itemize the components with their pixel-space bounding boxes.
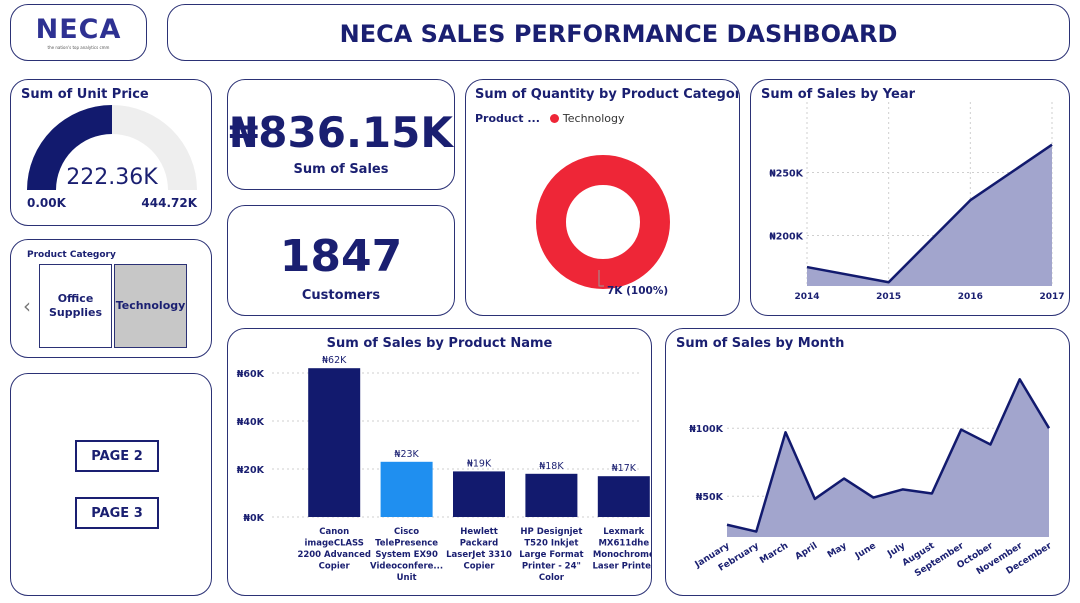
logo: NECA [35,14,122,45]
donut-title: Sum of Quantity by Product Category [475,87,740,102]
bar-data-label: ₦23K [394,449,419,460]
x-tick-label: Hewlett Packard LaserJet 3310 Copier [446,527,512,572]
month-chart-title: Sum of Sales by Month [676,336,845,351]
data-point-may[interactable] [839,474,849,484]
y-tick-label: ₦60K [237,369,265,380]
data-point-august[interactable] [927,488,937,498]
kpi-customers-card: 1847 Customers [227,205,455,316]
series-line [806,143,1053,284]
kpi-customers-value: 1847 [279,231,403,282]
x-tick-label: 2016 [958,292,983,302]
donut-legend: Product ... Technology [475,112,625,125]
slicer-item-technology[interactable]: Technology [114,264,187,348]
month-chart-card: Sum of Sales by Month ₦50K ₦100K January Fe… [665,328,1070,596]
y-tick-label: ₦50K [696,492,724,503]
series-line [726,377,1051,533]
chevron-left-icon[interactable]: ‹ [23,294,31,318]
data-point-july[interactable] [898,484,908,494]
data-point-june[interactable] [868,493,878,503]
x-tick-label: April [794,541,820,562]
data-point-january[interactable] [722,520,732,530]
donut-data-label: 7K (100%) [607,285,668,297]
slicer-item-office-supplies[interactable]: Office Supplies [39,264,112,348]
page-title: NECA SALES PERFORMANCE DASHBOARD [339,20,898,48]
x-tick-label: Canon imageCLASS 2200 Advanced Copier [297,527,371,572]
area-fill [807,144,1052,286]
year-area-chart: ₦200K ₦250K 2014 2015 2016 2017 [769,102,1065,302]
gauge-max-label: 444.72K [141,196,197,210]
year-chart-card: Sum of Sales by Year ₦200K ₦250K 2014 2015 2… [750,79,1070,316]
kpi-sales-card: ₦836.15K Sum of Sales [227,79,455,190]
navigation-card: PAGE 2 PAGE 3 [10,373,212,596]
bar-5[interactable] [597,476,650,517]
x-tick-label: Lexmark MX611dhe Monochrome Laser Printer [593,527,652,572]
y-tick-label: ₦100K [689,424,723,435]
x-tick-label: Cisco TelePresence System EX90 Videoconfere… [370,527,443,583]
data-point-2016[interactable] [965,195,975,205]
page3-button[interactable]: PAGE 3 [75,497,159,529]
gauge-min-label: 0.00K [27,196,67,210]
gauge-chart: 222.36K 0.00K 444.72K [27,105,198,210]
bar-2[interactable] [380,461,433,517]
gauge-card: Sum of Unit Price 222.36K 0.00K 444.72K [10,79,212,226]
data-point-october[interactable] [985,440,995,450]
bar-data-label: ₦17K [612,463,637,474]
bar-data-label: ₦18K [539,461,564,472]
x-tick-label: March [758,541,790,566]
donut-slice-technology[interactable] [536,155,670,289]
y-tick-label: ₦40K [237,417,265,428]
bar-data-label: ₦62K [322,355,347,366]
data-point-2014[interactable] [802,262,812,272]
x-tick-label: June [853,541,878,562]
logo-card: NECA the nation's top analytics cmm [10,4,147,61]
bar-chart-title: Sum of Sales by Product Name [326,336,553,351]
data-point-february[interactable] [751,527,761,537]
product-bar-chart: ₦0K ₦20K ₦40K ₦60K ₦62K Canon imageCLASS 2200 A… [237,355,652,583]
kpi-sales-label: Sum of Sales [293,162,389,177]
legend-title: Product ... [475,112,540,125]
bar-3[interactable] [453,471,505,517]
x-tick-label: May [826,541,849,560]
donut-card: Sum of Quantity by Product Category Prod… [465,79,740,316]
y-tick-label: ₦250K [769,168,803,179]
category-slicer: Product Category ‹ Office Supplies Techn… [10,239,212,358]
y-tick-label: ₦20K [237,465,265,476]
header-card: NECA SALES PERFORMANCE DASHBOARD [167,4,1070,61]
legend-dot-icon [550,114,560,123]
legend-item-technology[interactable]: Technology [562,112,625,125]
data-point-december[interactable] [1044,423,1054,433]
data-point-2017[interactable] [1047,140,1057,150]
x-tick-label: 2015 [876,292,901,302]
kpi-sales-value: ₦836.15K [229,108,453,157]
data-point-april[interactable] [810,494,820,504]
logo-tagline: the nation's top analytics cmm [47,45,110,50]
slicer-title: Product Category [27,250,116,260]
page2-button[interactable]: PAGE 2 [75,440,159,472]
data-point-november[interactable] [1015,374,1025,384]
area-fill [727,379,1049,537]
bar-1[interactable] [308,368,361,517]
x-tick-label: 2017 [1039,292,1064,302]
x-tick-label: 2014 [794,292,819,302]
donut-leader-line [598,270,604,287]
y-tick-label: ₦200K [769,232,803,243]
kpi-customers-label: Customers [301,288,381,303]
gauge-fill [27,105,112,190]
data-point-march[interactable] [781,427,791,437]
gauge-title: Sum of Unit Price [21,87,149,102]
product-bar-chart-card: Sum of Sales by Product Name ₦0K ₦20K ₦40K… [227,328,652,596]
x-tick-label: HP Designjet T520 Inkjet Large Format Print… [519,527,583,583]
y-tick-label: ₦0K [243,513,264,524]
year-chart-title: Sum of Sales by Year [761,87,916,102]
bar-data-label: ₦19K [467,458,492,469]
data-point-september[interactable] [956,425,966,435]
bar-4[interactable] [525,473,578,517]
data-point-2015[interactable] [884,277,894,287]
donut-chart: 7K (100%) [536,155,670,297]
gauge-value: 222.36K [66,165,158,190]
